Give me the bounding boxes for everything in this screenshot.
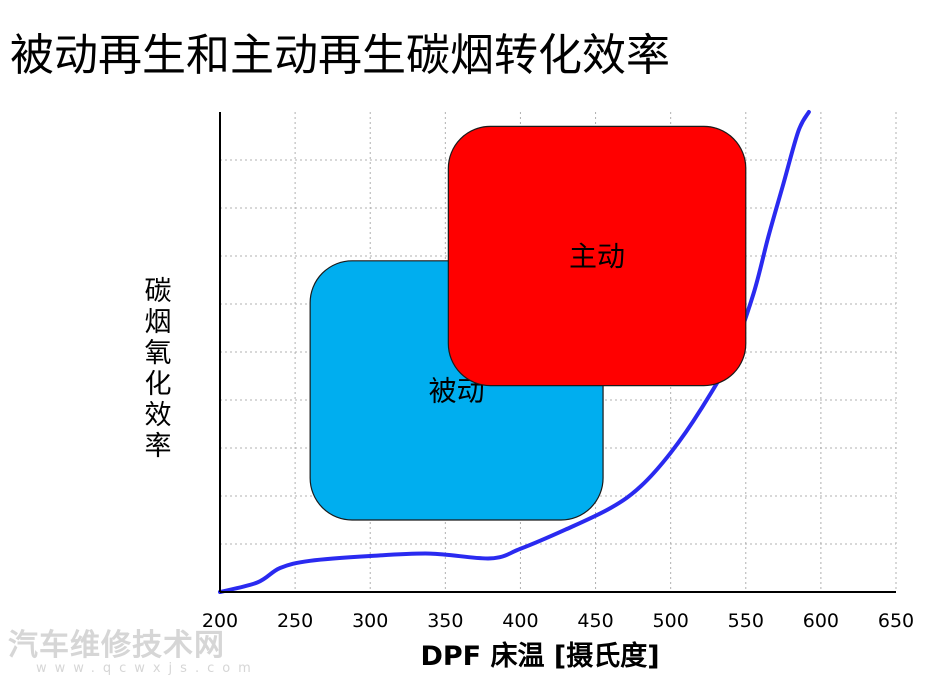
- y-axis-label-char: 碳: [145, 276, 172, 307]
- region-active-box: [447, 125, 747, 387]
- x-tick-label-450: 450: [577, 610, 613, 632]
- x-tick-label-650: 650: [878, 610, 914, 632]
- x-tick-label-300: 300: [352, 610, 388, 632]
- x-tick-label-550: 550: [728, 610, 764, 632]
- x-tick-label-200: 200: [202, 610, 238, 632]
- x-tick-label-250: 250: [277, 610, 313, 632]
- region-active-label: 主动: [569, 240, 625, 273]
- x-tick-label-500: 500: [653, 610, 689, 632]
- y-axis-label-char: 氧: [145, 338, 172, 369]
- curve-layer: [218, 110, 811, 594]
- page-title: 被动再生和主动再生碳烟转化效率: [10, 30, 670, 81]
- x-tick-label-400: 400: [502, 610, 538, 632]
- x-tick-labels: 200 250 300 350 400 450 500 550 600 650: [202, 610, 914, 632]
- x-tick-label-600: 600: [803, 610, 839, 632]
- x-tick-label-350: 350: [427, 610, 463, 632]
- x-axis-label: DPF 床温 [摄氏度]: [420, 640, 659, 672]
- y-axis-label-char: 效: [145, 400, 172, 431]
- y-axis-label-char: 烟: [145, 307, 172, 338]
- y-axis-label-char: 率: [145, 431, 172, 462]
- y-axis-label-char: 化: [145, 369, 172, 400]
- axes: [219, 112, 896, 593]
- efficiency-curve: [218, 110, 811, 594]
